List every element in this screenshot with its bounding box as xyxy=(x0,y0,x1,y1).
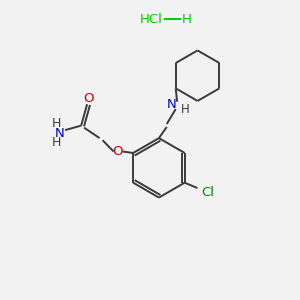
Text: O: O xyxy=(112,145,123,158)
Text: N: N xyxy=(54,127,64,140)
Text: H: H xyxy=(181,103,190,116)
Text: Cl: Cl xyxy=(201,186,214,199)
Text: H: H xyxy=(182,13,192,26)
Text: H: H xyxy=(52,117,62,130)
Text: H: H xyxy=(52,136,62,149)
Text: N: N xyxy=(167,98,177,111)
Text: O: O xyxy=(83,92,94,105)
Text: HCl: HCl xyxy=(140,13,163,26)
